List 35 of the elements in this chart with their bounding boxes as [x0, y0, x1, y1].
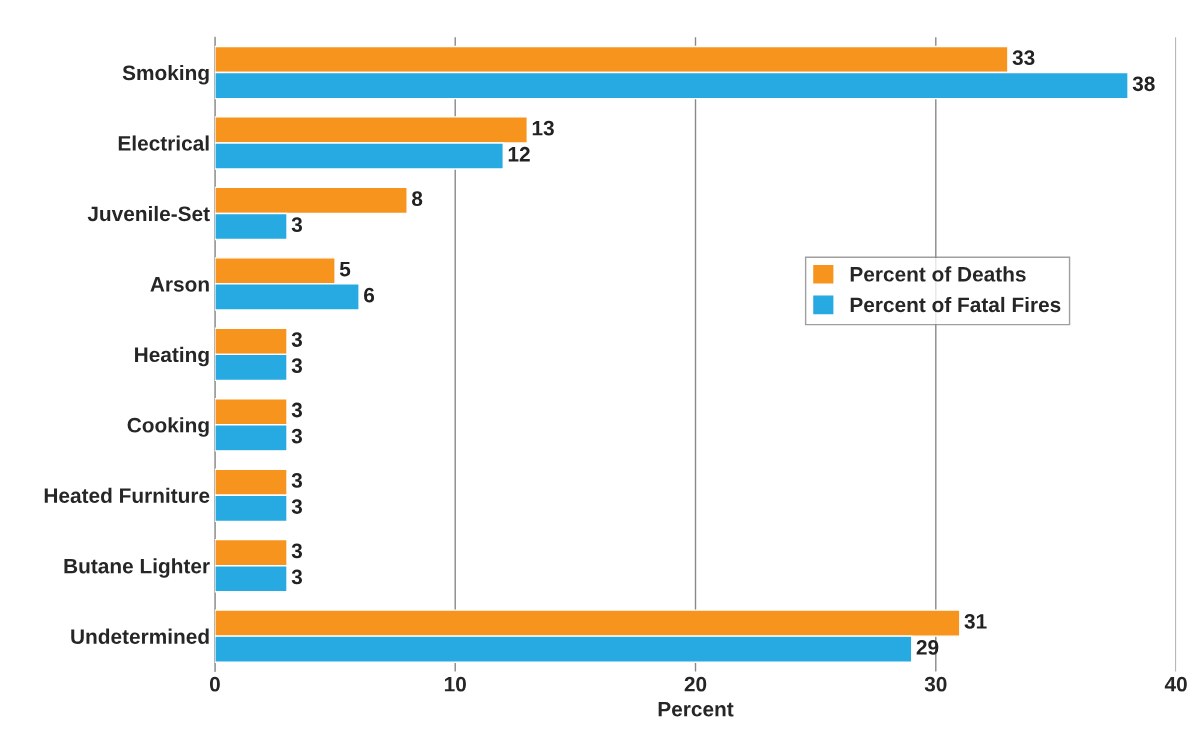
y-tick-label: Juvenile-Set: [87, 205, 210, 222]
data-label: 5: [339, 261, 351, 277]
data-label: 13: [532, 120, 554, 136]
data-label: 31: [964, 613, 987, 629]
data-label: 3: [291, 332, 303, 347]
data-label: 12: [508, 146, 530, 162]
y-tick-label: Heating: [135, 346, 209, 367]
data-label: 6: [364, 287, 375, 303]
data-label: 3: [291, 499, 303, 514]
data-label: 33: [1012, 50, 1035, 66]
data-label: 38: [1132, 76, 1155, 92]
legend-label: Percent of Deaths: [850, 266, 1026, 282]
x-axis-title: Percent: [658, 702, 734, 717]
y-tick-label: Undetermined: [71, 628, 209, 644]
data-label: 8: [411, 191, 423, 206]
y-tick-label: Butane Lighter: [64, 558, 210, 578]
data-label: 3: [291, 428, 303, 444]
y-tick-label: Heated Furniture: [44, 487, 210, 504]
legend-label: Percent of Fatal Fires: [850, 296, 1061, 313]
y-tick-label: Arson: [150, 277, 209, 292]
data-label: 3: [291, 217, 303, 233]
data-label: 3: [291, 402, 303, 418]
data-label: 29: [916, 640, 939, 655]
data-label: 3: [291, 473, 303, 488]
data-label: 3: [291, 569, 303, 585]
x-tick-label: 30: [924, 676, 947, 692]
y-tick-label: Smoking: [122, 64, 209, 85]
x-tick-label: 20: [684, 676, 707, 692]
data-label: 3: [291, 543, 303, 559]
y-tick-label: Electrical: [118, 135, 209, 151]
x-tick-label: 0: [209, 676, 220, 692]
data-label: 3: [291, 358, 303, 374]
x-tick-label: 10: [444, 676, 466, 692]
y-tick-label: Cooking: [127, 417, 209, 437]
x-tick-label: 40: [1164, 676, 1187, 692]
